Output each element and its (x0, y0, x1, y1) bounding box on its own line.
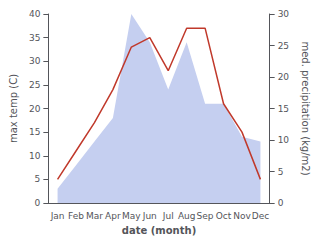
svg-text:med. precipitation (kg/m2): med. precipitation (kg/m2) (300, 41, 311, 175)
svg-text:Nov: Nov (233, 211, 251, 221)
svg-text:20: 20 (278, 72, 290, 82)
svg-text:15: 15 (29, 127, 40, 137)
svg-text:Sep: Sep (197, 211, 214, 221)
svg-text:10: 10 (278, 135, 290, 145)
svg-text:20: 20 (29, 104, 41, 114)
svg-text:35: 35 (29, 33, 40, 43)
svg-text:Feb: Feb (68, 211, 84, 221)
svg-text:Jun: Jun (142, 211, 157, 221)
svg-text:max temp (C): max temp (C) (8, 74, 19, 143)
svg-text:30: 30 (29, 56, 41, 66)
svg-text:Aug: Aug (178, 211, 196, 221)
svg-text:Dec: Dec (252, 211, 269, 221)
svg-text:40: 40 (29, 9, 41, 19)
svg-text:5: 5 (35, 174, 41, 184)
svg-text:10: 10 (29, 151, 41, 161)
svg-text:25: 25 (278, 41, 289, 51)
svg-text:5: 5 (278, 167, 284, 177)
svg-text:0: 0 (278, 198, 284, 208)
svg-text:Jul: Jul (162, 211, 174, 221)
svg-text:25: 25 (29, 80, 40, 90)
svg-text:date (month): date (month) (122, 225, 196, 236)
svg-text:May: May (122, 211, 141, 221)
svg-text:0: 0 (35, 198, 41, 208)
svg-text:15: 15 (278, 104, 289, 114)
svg-text:Jan: Jan (50, 211, 65, 221)
svg-text:Apr: Apr (105, 211, 121, 221)
svg-text:30: 30 (278, 9, 290, 19)
svg-text:Oct: Oct (216, 211, 232, 221)
svg-text:Mar: Mar (86, 211, 103, 221)
